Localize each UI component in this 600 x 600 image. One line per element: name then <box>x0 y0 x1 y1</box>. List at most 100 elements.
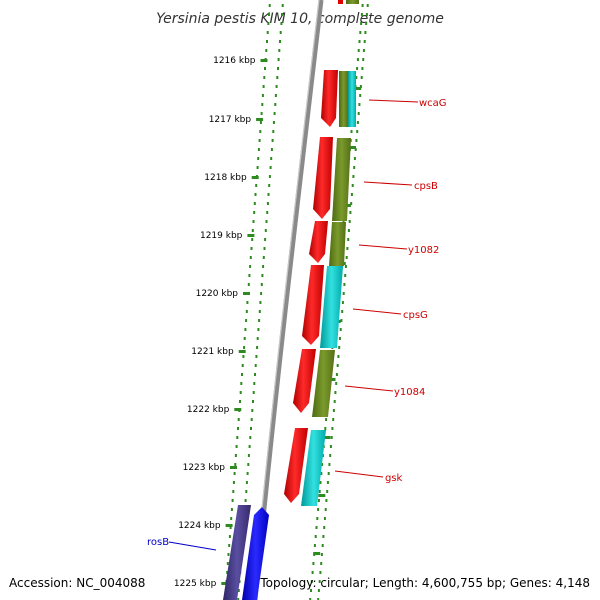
ring-dot <box>321 544 324 547</box>
cog-segment[interactable] <box>301 430 326 506</box>
cog-segment[interactable] <box>339 71 348 127</box>
ring-dot <box>272 121 275 124</box>
ring-dot <box>280 22 283 25</box>
ring-dot <box>360 13 363 16</box>
scale-tick <box>318 494 326 497</box>
ring-dot <box>274 103 277 106</box>
ring-dot <box>254 193 257 196</box>
ring-dot <box>251 238 254 241</box>
cds-arrow[interactable] <box>293 349 316 413</box>
gene-label-y1082[interactable]: y1082 <box>408 245 439 256</box>
ring-dot <box>245 310 248 313</box>
ring-dot <box>355 76 358 79</box>
ring-dot <box>255 355 258 358</box>
cds-arrow[interactable] <box>313 137 333 219</box>
ring-dot <box>326 490 329 493</box>
scale-tick <box>354 87 362 90</box>
ring-dot <box>226 571 229 574</box>
ring-dot <box>253 382 256 385</box>
ring-dot <box>258 310 261 313</box>
cds-arrow[interactable] <box>302 265 324 345</box>
ring-dot <box>256 337 259 340</box>
scale-tick-label: 1222 kbp <box>187 405 230 415</box>
ring-dot <box>310 589 312 592</box>
ring-dot <box>363 40 366 43</box>
cog-segment[interactable] <box>312 350 335 417</box>
ring-dot <box>360 76 363 79</box>
ring-dot <box>354 148 357 151</box>
ring-dot <box>260 283 263 286</box>
ring-dot <box>240 382 243 385</box>
ring-dot <box>266 202 269 205</box>
ring-dot <box>245 481 248 484</box>
cds-arrow[interactable] <box>321 70 338 127</box>
ring-dot <box>266 211 269 214</box>
ring-dot <box>347 229 350 232</box>
ring-dot <box>263 247 266 250</box>
gene-label-gsk[interactable]: gsk <box>385 473 403 484</box>
gene-label-cpsB[interactable]: cpsB <box>414 181 438 192</box>
ring-dot <box>356 67 359 70</box>
ring-dot <box>325 499 328 502</box>
ring-dot <box>243 337 246 340</box>
cog-segment[interactable] <box>329 222 346 266</box>
ring-dot <box>336 364 339 367</box>
ring-dot <box>358 103 361 106</box>
scale-tick <box>313 552 321 555</box>
ring-dot <box>246 472 249 475</box>
scale-tick <box>225 524 233 527</box>
gene-labels: wcaG cpsB y1082 cpsG y1084 gsk rosB <box>147 98 447 548</box>
scale-tick-label: 1221 kbp <box>191 347 234 357</box>
cog-segment[interactable] <box>320 266 343 348</box>
ring-dot <box>353 157 356 160</box>
scale-tick-label: 1220 kbp <box>196 289 239 299</box>
cog-segment[interactable] <box>348 71 356 127</box>
cds-arrow[interactable] <box>309 221 328 263</box>
ring-dot <box>260 292 263 295</box>
ring-dot <box>330 436 333 439</box>
ring-dot <box>253 211 256 214</box>
gene-label-wcaG[interactable]: wcaG <box>419 98 447 109</box>
ring-dot <box>359 94 362 97</box>
gene-label-cpsG[interactable]: cpsG <box>403 310 428 321</box>
ring-dot <box>331 427 334 430</box>
ring-dot <box>255 184 258 187</box>
ring-dot <box>312 562 315 565</box>
gene-label-y1084[interactable]: y1084 <box>394 387 425 398</box>
ring-dot <box>228 544 231 547</box>
ring-dot <box>233 472 236 475</box>
cog-segment[interactable] <box>332 138 351 221</box>
ring-dot <box>347 238 350 241</box>
ring-dot <box>317 589 320 592</box>
reverse-cds-arrow[interactable] <box>242 507 269 600</box>
scale-tick-label: 1225 kbp <box>174 579 217 589</box>
ring-dot <box>314 535 317 538</box>
ring-dot <box>344 265 347 268</box>
ring-dot <box>329 445 332 448</box>
ring-dot <box>263 76 266 79</box>
ring-dot <box>252 391 255 394</box>
ring-dot <box>268 184 271 187</box>
reverse-cog-segment[interactable] <box>223 505 251 600</box>
ring-dot <box>246 301 249 304</box>
ring-dot <box>268 175 271 178</box>
ring-dot <box>237 418 240 421</box>
ring-dot <box>268 4 271 7</box>
genome-backbone <box>252 0 324 600</box>
ring-dot <box>276 76 279 79</box>
scale-tick-label: 1224 kbp <box>178 521 221 531</box>
ring-dot <box>232 481 235 484</box>
ring-dot <box>318 580 321 583</box>
cog-segment <box>346 0 359 4</box>
ring-dot <box>248 274 251 277</box>
ring-dot <box>353 166 356 169</box>
cds-arrow[interactable] <box>284 428 308 503</box>
ring-dot <box>272 130 275 133</box>
ring-dot <box>252 220 255 223</box>
ring-dot <box>230 508 233 511</box>
ring-dot <box>267 193 270 196</box>
gene-label-rosB[interactable]: rosB <box>147 537 169 548</box>
scale-tick <box>221 582 229 585</box>
ring-dot <box>264 229 267 232</box>
ring-dot <box>344 274 347 277</box>
